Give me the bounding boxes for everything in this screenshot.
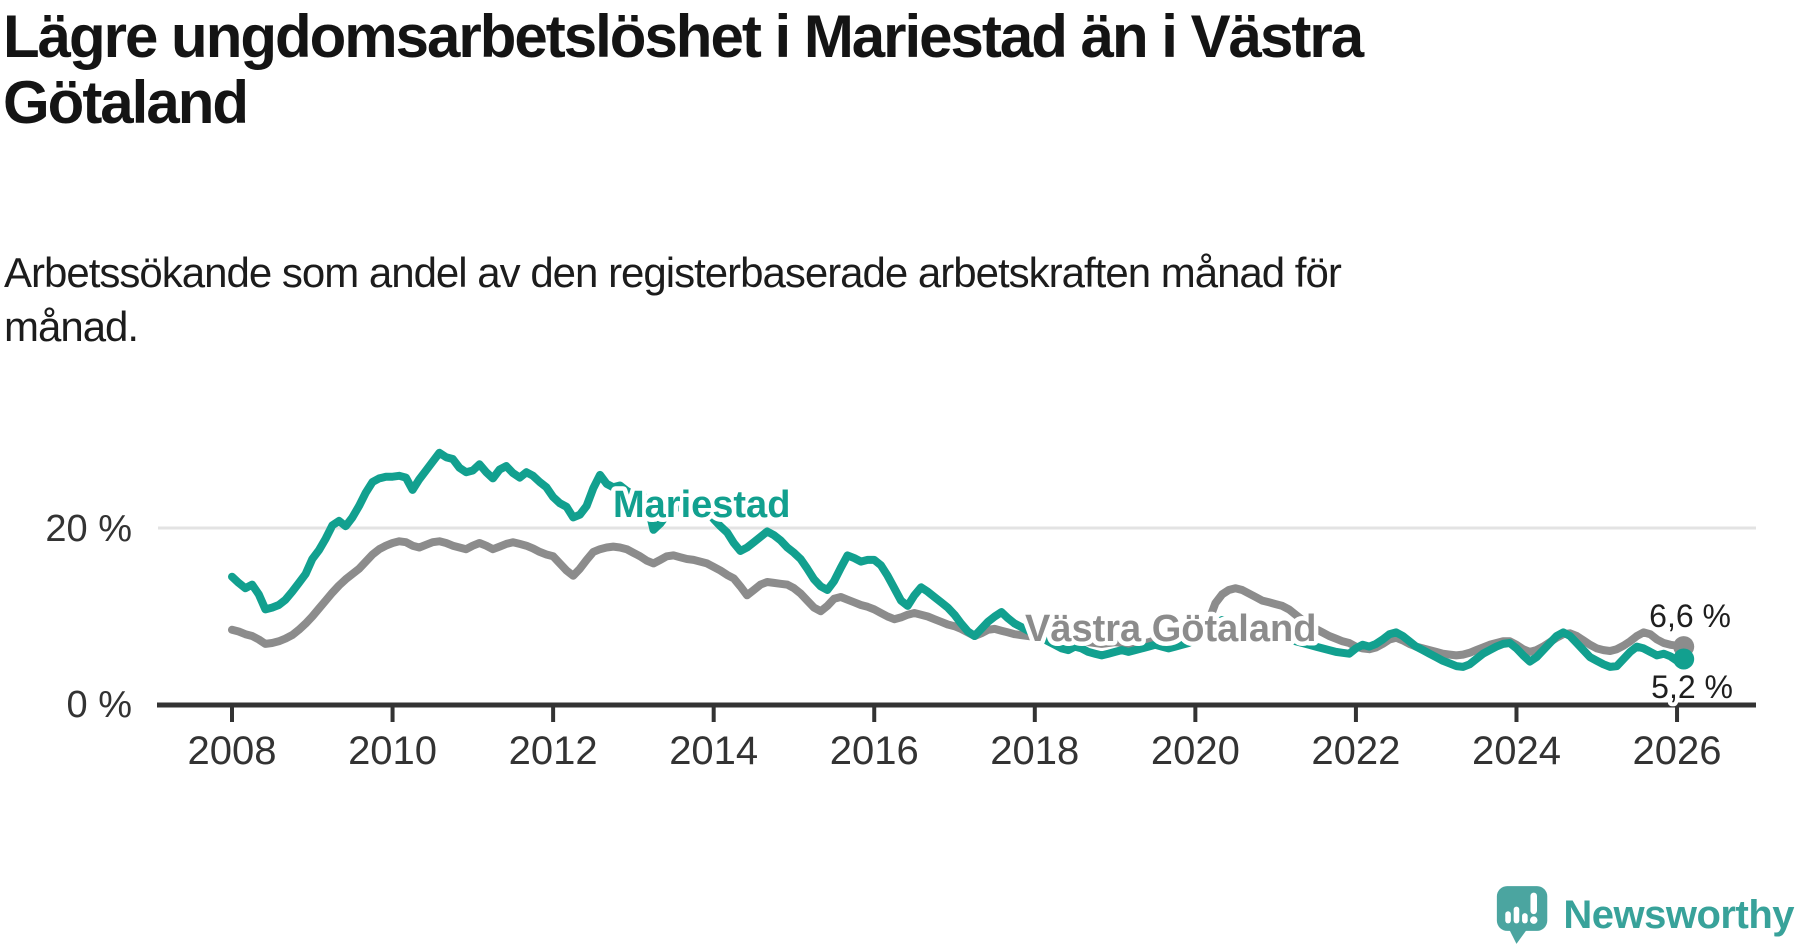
logo-bar-2	[1514, 906, 1520, 924]
series-line-Västra Götaland	[228, 537, 1688, 660]
newsworthy-logo: Newsworthy	[1495, 884, 1794, 946]
y-tick-label-0: 0 %	[67, 684, 132, 726]
newsworthy-wordmark: Newsworthy	[1563, 892, 1794, 937]
logo-bar-3	[1522, 913, 1529, 924]
series-lines	[228, 448, 1695, 671]
x-tick-label: 2010	[348, 729, 437, 773]
logo-exclamation-bar	[1530, 892, 1538, 915]
logo-bar-1	[1505, 911, 1512, 924]
chart-subtitle-line-1: Arbetssökande som andel av den registerb…	[4, 249, 1342, 296]
page-title-line-2: Götaland	[3, 69, 249, 136]
x-axis: 2008 2010 2012 2014 2016 2018 2020 2022 2024 2026	[157, 702, 1756, 773]
x-tick-label: 2016	[830, 729, 919, 773]
page-title-line-1: Lägre ungdomsarbetslöshet i Mariestad än…	[3, 3, 1364, 70]
newsworthy-speech-bubble-chart-icon	[1497, 886, 1548, 944]
end-value-label-mariestad: 5,2 %	[1651, 669, 1733, 705]
chart-subtitle: Arbetssökande som andel av den registerb…	[4, 246, 1564, 354]
x-tick-label: 2022	[1311, 729, 1400, 773]
x-tick-label: 2018	[990, 729, 1079, 773]
y-tick-label-20: 20 %	[45, 508, 132, 550]
chart-subtitle-line-2: månad.	[4, 303, 139, 350]
x-tick-label: 2020	[1151, 729, 1240, 773]
series-end-dot-Mariestad	[1673, 648, 1695, 670]
series-label-vastra-gotaland: Västra Götaland	[1025, 608, 1316, 650]
page-title: Lägre ungdomsarbetslöshet i Mariestad än…	[3, 4, 1563, 136]
x-tick-label: 2008	[188, 729, 277, 773]
x-tick-label: 2024	[1472, 729, 1561, 773]
end-value-label-vastra-gotaland: 6,6 %	[1649, 598, 1731, 634]
x-tick-label: 2014	[669, 729, 758, 773]
series-line-Mariestad	[228, 448, 1688, 671]
x-tick-label: 2012	[509, 729, 598, 773]
x-tick-label: 2026	[1633, 729, 1722, 773]
series-label-mariestad: Mariestad	[613, 484, 790, 526]
logo-exclamation-dot	[1530, 916, 1538, 924]
